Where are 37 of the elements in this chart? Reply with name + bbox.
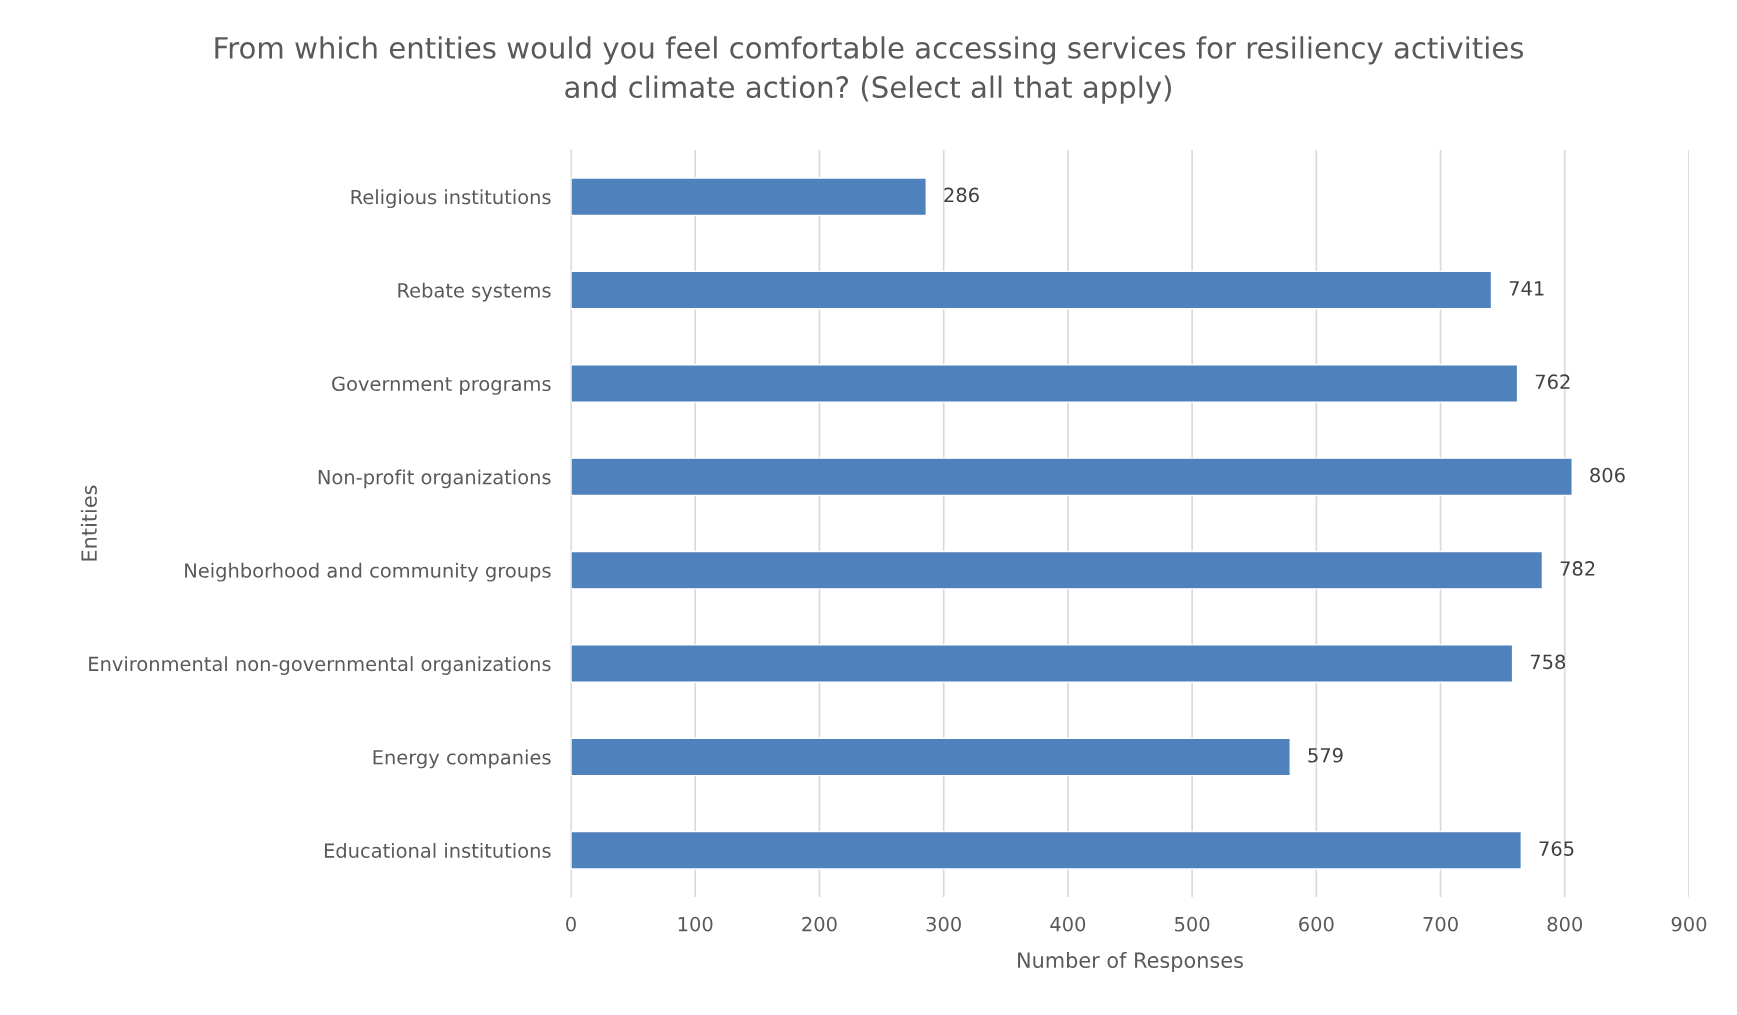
y-tick-label: Neighborhood and community groups [185,562,551,582]
data-label: 286 [944,187,979,203]
x-tick-label: 0 [566,916,576,932]
bar [571,270,1493,310]
x-tick-label: 700 [1423,916,1458,932]
x-tick-label: 400 [1050,916,1086,932]
x-tick-label: 100 [678,916,713,932]
y-axis-title: Entities [80,485,97,561]
data-label: 762 [1535,374,1570,390]
data-label: 758 [1530,654,1566,670]
data-label: 579 [1308,747,1343,763]
data-label: 741 [1509,281,1544,296]
bar [571,644,1514,683]
data-label: 806 [1590,467,1625,483]
data-label: 765 [1539,841,1574,856]
y-tick-label: Government programs [332,376,551,395]
bar [571,550,1544,590]
bar [571,177,927,217]
x-tick-label: 300 [926,916,961,932]
y-tick-label: Rebate systems [398,282,551,302]
chart-title: From which entities would you feel comfortable accessing services for resiliency activities and climate action? (Select all that apply) [215,36,1524,104]
x-tick-label: 900 [1671,916,1707,932]
y-tick-label: Energy companies [373,749,551,769]
y-tick-label: Educational institutions [324,842,551,858]
y-tick-label: Religious institutions [351,189,551,209]
y-tick-label: Environmental non-governmental organizations [89,656,551,675]
x-tick-label: 600 [1299,916,1334,932]
x-tick-label: 500 [1175,916,1210,932]
x-tick-label: 200 [802,916,837,932]
bar [571,364,1519,403]
x-axis-title: Number of Responses [1018,951,1243,973]
bar [571,457,1573,497]
y-tick-label: Non-profit organizations [318,469,551,489]
data-label: 782 [1560,561,1595,576]
bar [571,830,1522,870]
x-tick-label: 800 [1547,916,1583,932]
bar [571,737,1291,777]
